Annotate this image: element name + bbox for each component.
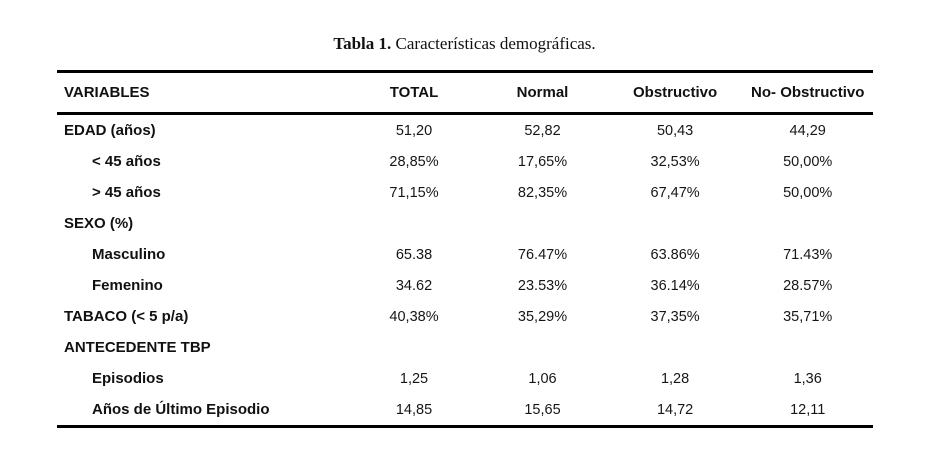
cell-value: 34.62 bbox=[395, 277, 433, 294]
cell-value: 28,85% bbox=[389, 153, 439, 170]
table-caption-text: Características demográficas. bbox=[391, 34, 596, 53]
row-label: Masculino bbox=[92, 246, 166, 263]
cell-value bbox=[477, 208, 608, 239]
cell-value: 50,00% bbox=[783, 184, 833, 201]
row-label: SEXO (%) bbox=[64, 215, 134, 232]
column-header-total: TOTAL bbox=[389, 84, 439, 101]
table-body: EDAD (años) 51,20 52,82 50,43 44,29 < 45 años… bbox=[57, 114, 873, 427]
table-row: Episodios 1,25 1,06 1,28 1,36 bbox=[57, 363, 873, 394]
row-label: < 45 años bbox=[92, 153, 161, 170]
cell-value bbox=[742, 332, 873, 363]
cell-value: 52,82 bbox=[524, 122, 561, 139]
cell-value: 36.14% bbox=[650, 277, 700, 294]
cell-value bbox=[608, 332, 743, 363]
table-row: SEXO (%) bbox=[57, 208, 873, 239]
cell-value bbox=[742, 208, 873, 239]
cell-value: 35,29% bbox=[517, 308, 568, 325]
table-row: Años de Último Episodio 14,85 15,65 14,72 12… bbox=[57, 394, 873, 427]
cell-value: 32,53% bbox=[650, 153, 700, 170]
cell-value: 63.86% bbox=[650, 246, 700, 263]
table-row: TABACO (< 5 p/a) 40,38% 35,29% 37,35% 35,71% bbox=[57, 301, 873, 332]
cell-value: 14,85 bbox=[395, 401, 433, 418]
cell-value: 14,72 bbox=[656, 401, 694, 418]
cell-value: 67,47% bbox=[650, 184, 700, 201]
column-header-normal: Normal bbox=[516, 84, 569, 101]
cell-value: 82,35% bbox=[517, 184, 568, 201]
cell-value: 35,71% bbox=[783, 308, 833, 325]
cell-value: 71.43% bbox=[783, 246, 833, 263]
table-row: Masculino 65.38 76.47% 63.86% 71.43% bbox=[57, 239, 873, 270]
row-label: > 45 años bbox=[92, 184, 161, 201]
cell-value: 65.38 bbox=[395, 246, 433, 263]
cell-value: 71,15% bbox=[389, 184, 439, 201]
cell-value bbox=[608, 208, 743, 239]
table-row: < 45 años 28,85% 17,65% 32,53% 50,00% bbox=[57, 146, 873, 177]
cell-value: 50,43 bbox=[656, 122, 694, 139]
table-header: VARIABLES TOTAL Normal Obstructivo No- O… bbox=[57, 72, 873, 114]
row-label: Episodios bbox=[92, 370, 164, 387]
table-caption-number: Tabla 1. bbox=[333, 34, 392, 53]
cell-value: 50,00% bbox=[783, 153, 833, 170]
cell-value: 1,28 bbox=[660, 370, 690, 387]
cell-value: 44,29 bbox=[789, 122, 826, 139]
table-row: > 45 años 71,15% 82,35% 67,47% 50,00% bbox=[57, 177, 873, 208]
table-row: ANTECEDENTE TBP bbox=[57, 332, 873, 363]
cell-value: 12,11 bbox=[790, 401, 826, 418]
column-header-obstructivo: Obstructivo bbox=[633, 84, 718, 101]
cell-value: 1,25 bbox=[399, 370, 429, 387]
table-row: EDAD (años) 51,20 52,82 50,43 44,29 bbox=[57, 114, 873, 147]
cell-value bbox=[351, 332, 477, 363]
column-header-no-obstructivo: No- Obstructivo bbox=[751, 84, 865, 101]
row-label: ANTECEDENTE TBP bbox=[64, 339, 211, 356]
cell-value: 1,36 bbox=[793, 370, 822, 387]
row-label: Años de Último Episodio bbox=[92, 401, 270, 418]
cell-value: 1,06 bbox=[528, 370, 557, 387]
cell-value: 15,65 bbox=[524, 401, 561, 418]
cell-value: 76.47% bbox=[517, 246, 568, 263]
cell-value: 23.53% bbox=[517, 277, 568, 294]
cell-value: 40,38% bbox=[389, 308, 439, 325]
cell-value: 37,35% bbox=[650, 308, 700, 325]
cell-value: 51,20 bbox=[395, 122, 433, 139]
row-label: EDAD (años) bbox=[64, 122, 156, 139]
cell-value bbox=[351, 208, 477, 239]
table-row: Femenino 34.62 23.53% 36.14% 28.57% bbox=[57, 270, 873, 301]
column-header-variables: VARIABLES bbox=[64, 84, 150, 101]
cell-value bbox=[477, 332, 608, 363]
demographics-table: VARIABLES TOTAL Normal Obstructivo No- O… bbox=[57, 70, 873, 428]
cell-value: 28.57% bbox=[783, 277, 833, 294]
table-caption: Tabla 1. Características demográficas. bbox=[0, 34, 929, 54]
cell-value: 17,65% bbox=[517, 153, 568, 170]
row-label: Femenino bbox=[92, 277, 163, 294]
table-header-row: VARIABLES TOTAL Normal Obstructivo No- O… bbox=[57, 72, 873, 114]
row-label: TABACO (< 5 p/a) bbox=[64, 308, 189, 325]
